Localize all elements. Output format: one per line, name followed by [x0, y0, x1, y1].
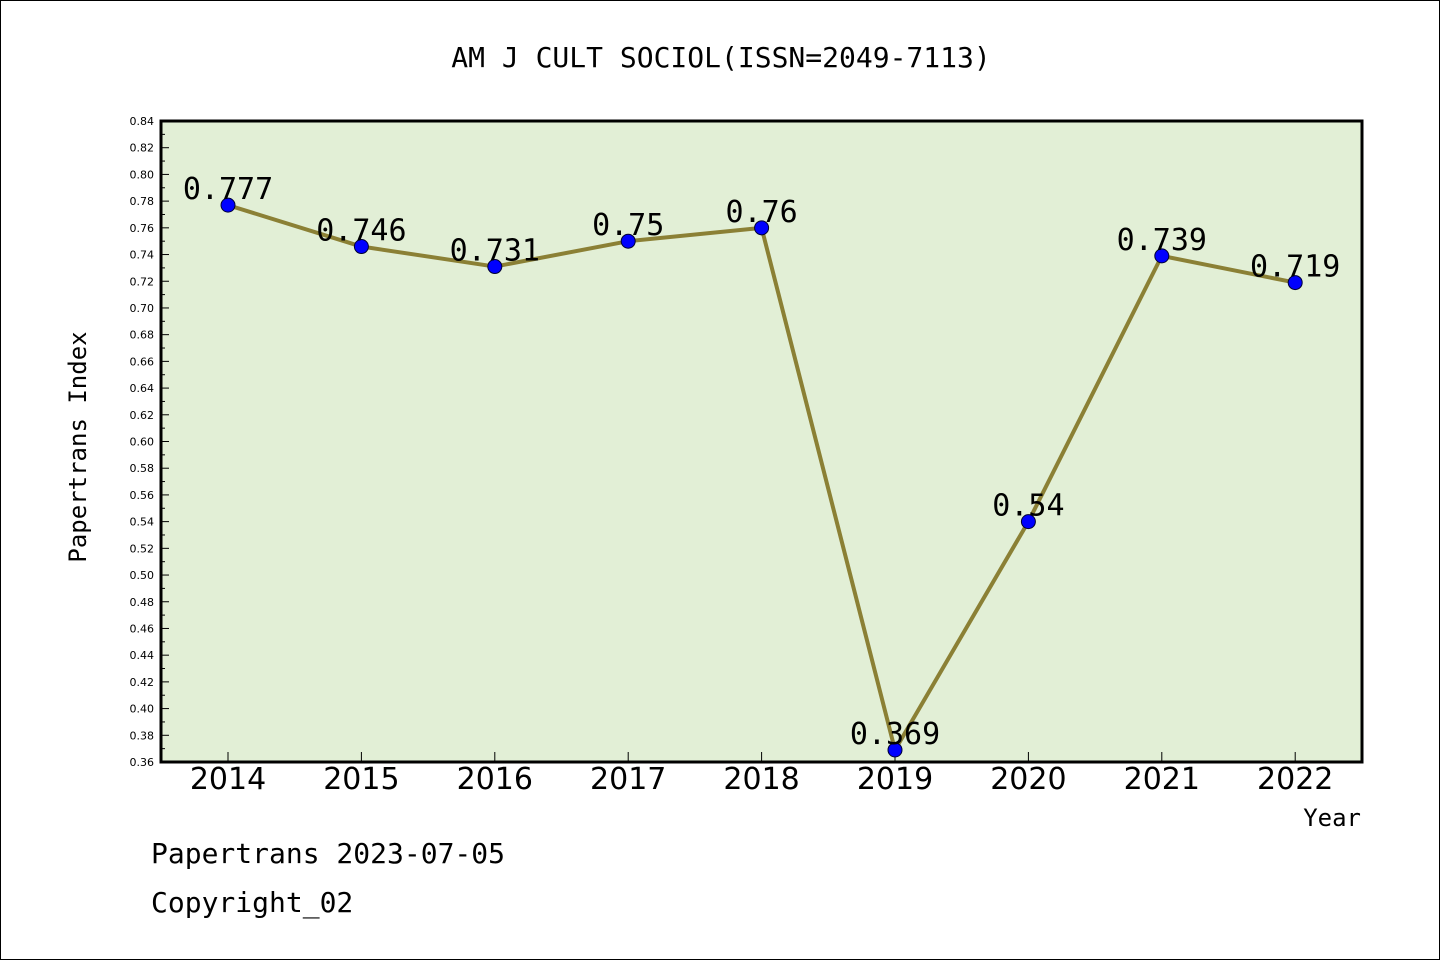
data-label: 0.739 [1117, 223, 1207, 258]
x-tick-label: 2020 [990, 762, 1066, 797]
y-tick-label: 0.36 [130, 756, 155, 769]
y-tick-label: 0.82 [130, 142, 155, 155]
x-tick-label: 2015 [323, 762, 399, 797]
data-point [620, 233, 636, 249]
footer-copyright: Copyright_02 [151, 886, 354, 919]
data-label: 0.746 [316, 214, 406, 249]
data-label: 0.777 [183, 172, 273, 207]
y-tick-label: 0.70 [130, 302, 155, 315]
data-point [1020, 514, 1036, 530]
x-axis-label: Year [1303, 804, 1361, 832]
y-tick-label: 0.42 [130, 676, 155, 689]
data-point [754, 220, 770, 236]
x-tick-label: 2021 [1124, 762, 1200, 797]
x-tick-label: 2017 [590, 762, 666, 797]
series-line-group [220, 197, 1303, 758]
y-tick-label: 0.78 [130, 195, 155, 208]
y-tick-label: 0.58 [130, 462, 155, 475]
y-tick-label: 0.50 [130, 569, 155, 582]
data-label: 0.54 [992, 489, 1064, 524]
y-tick-label: 0.66 [130, 355, 155, 368]
y-tick-label: 0.80 [130, 168, 155, 181]
y-tick-label: 0.60 [130, 436, 155, 449]
x-tick-label: 2022 [1257, 762, 1333, 797]
y-tick-label: 0.38 [130, 729, 155, 742]
data-point [1287, 275, 1303, 291]
x-tick-label: 2019 [857, 762, 933, 797]
y-tick-label: 0.84 [130, 115, 155, 128]
y-tick-label: 0.76 [130, 222, 155, 235]
y-tick-label: 0.62 [130, 409, 155, 422]
y-tick-label: 0.64 [130, 382, 155, 395]
y-tick-label: 0.74 [130, 249, 155, 262]
x-axis: 2014 2015 2016 2017 2018 2019 2020 2021 2022 [190, 752, 1333, 797]
data-point [1154, 248, 1170, 264]
data-point [887, 742, 903, 758]
y-axis-label: Papertrans Index [64, 331, 92, 562]
y-tick-label: 0.48 [130, 596, 155, 609]
y-tick-label: 0.54 [130, 516, 155, 529]
data-point [220, 197, 236, 213]
x-tick-label: 2016 [457, 762, 533, 797]
data-label: 0.75 [592, 208, 664, 243]
data-label: 0.731 [450, 234, 540, 269]
y-tick-label: 0.40 [130, 703, 155, 716]
x-tick-label: 2018 [723, 762, 799, 797]
y-tick-label: 0.56 [130, 489, 155, 502]
footer-date: Papertrans 2023-07-05 [151, 837, 506, 870]
data-point [487, 259, 503, 275]
data-label: 0.76 [725, 195, 797, 230]
data-labels: 0.777 0.746 0.731 0.75 0.76 0.369 0.54 0.739 0.7… [183, 172, 1341, 752]
y-tick-label: 0.72 [130, 275, 155, 288]
y-tick-label: 0.44 [130, 649, 155, 662]
y-tick-label: 0.46 [130, 622, 155, 635]
data-label: 0.369 [850, 717, 940, 752]
data-point [353, 239, 369, 255]
y-tick-label: 0.68 [130, 329, 155, 342]
chart-title: AM J CULT SOCIOL(ISSN=2049-7113) [451, 41, 990, 74]
data-label: 0.719 [1250, 250, 1340, 285]
x-tick-label: 2014 [190, 762, 266, 797]
y-axis: 0.36 0.38 0.40 0.42 0.44 0.46 0.48 0.50 0.52 0.54… [130, 115, 169, 769]
y-tick-label: 0.52 [130, 542, 155, 555]
